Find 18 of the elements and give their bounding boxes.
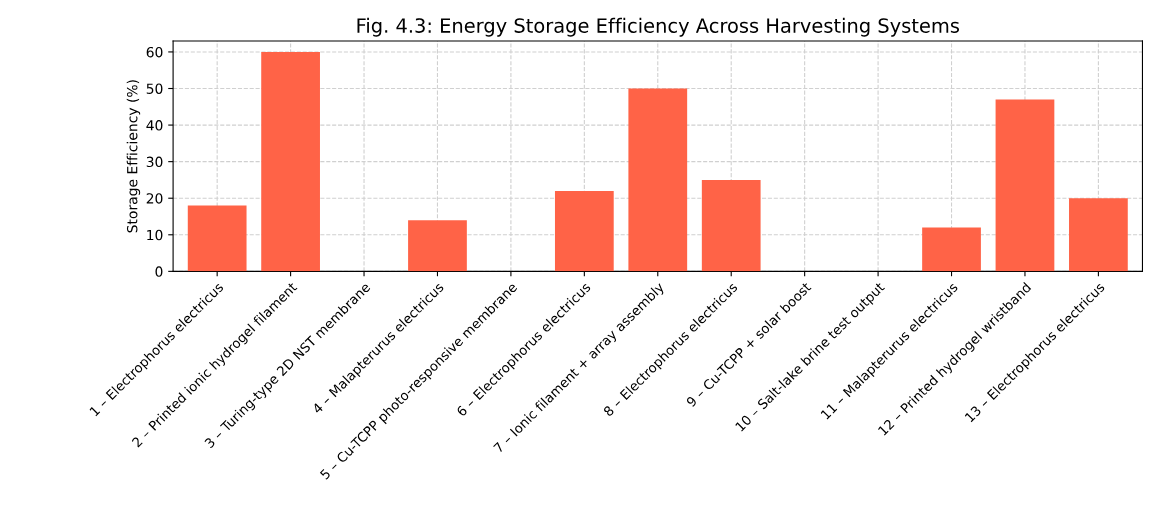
y-tick-label: 60 [146,46,163,58]
bar [1069,198,1128,272]
y-tick-label: 50 [146,83,163,94]
y-tick-label: 30 [146,156,163,168]
bar [408,220,467,272]
bar [261,51,320,272]
y-tick-label: 40 [146,120,163,131]
y-axis-title: Storage Efficiency (%) [126,80,141,233]
bar [628,88,688,272]
bar [187,205,247,272]
bar [554,190,614,272]
y-tick-label: 10 [147,229,163,241]
bar [701,179,761,272]
chart-title: Fig. 4.3: Energy Storage Efficiency Across Harvesting Systems [357,17,960,37]
y-tick-label: 0 [155,266,163,277]
bar [922,227,981,272]
bar [995,99,1055,272]
y-tick-label: 20 [146,193,163,204]
